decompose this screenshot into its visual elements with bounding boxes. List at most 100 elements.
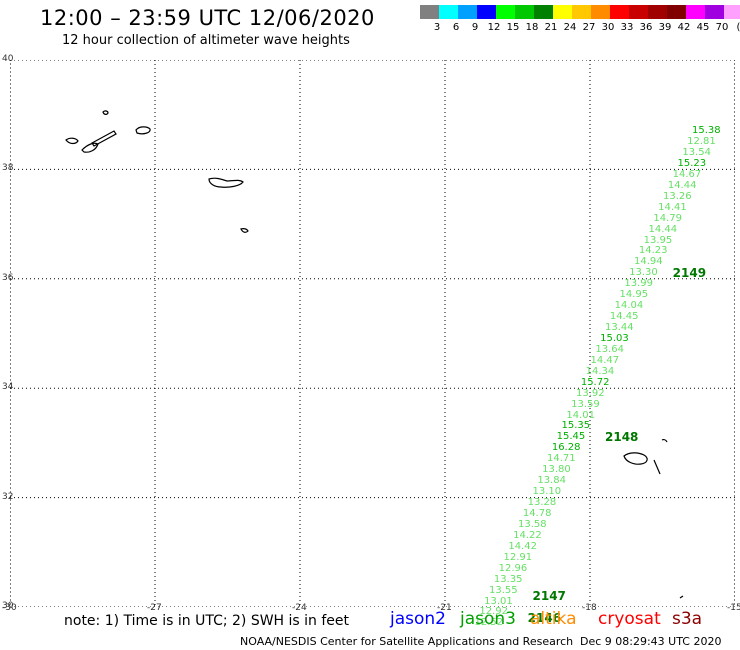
- page-subtitle: 12 hour collection of altimeter wave hei…: [62, 33, 350, 48]
- scale-label: 9: [471, 22, 479, 33]
- island-madeira: [623, 452, 648, 465]
- scale-swatch: [705, 5, 724, 19]
- legend-jason2: jason2: [390, 609, 446, 629]
- footer-credit: NOAA/NESDIS Center for Satellite Applica…: [240, 635, 574, 648]
- island-desertas: [653, 459, 661, 475]
- scale-swatch: [515, 5, 534, 19]
- wave-height-value: 14.95: [619, 289, 649, 301]
- scale-swatch: [439, 5, 458, 19]
- wave-height-value: 12.91: [503, 551, 533, 563]
- wave-height-value: 14.79: [653, 212, 682, 224]
- scale-label: 3: [433, 22, 441, 33]
- page-title: 12:00 – 23:59 UTC 12/06/2020: [40, 6, 375, 30]
- scale-label: 36: [639, 22, 653, 33]
- scale-swatch: [591, 5, 610, 19]
- lat-tick-label: 32: [2, 491, 14, 502]
- wave-height-value: 15.23: [677, 157, 707, 169]
- island-azores-c: [91, 130, 117, 147]
- scale-swatch: [610, 5, 629, 19]
- wave-height-value: 14.34: [585, 365, 615, 377]
- scale-swatch: [667, 5, 686, 19]
- scale-label: 70: [715, 22, 729, 33]
- island-sao-miguel: [208, 177, 244, 188]
- wave-height-value: 13.30: [629, 267, 658, 279]
- wave-height-value: 15.38: [692, 125, 721, 137]
- pass-number: 2147: [532, 589, 566, 604]
- wave-height-value: 14.45: [609, 311, 639, 323]
- scale-label: 12: [487, 22, 501, 33]
- scale-swatch: [724, 5, 740, 19]
- wave-height-value: 14.22: [513, 529, 542, 541]
- island-selvagens: [679, 595, 684, 599]
- wave-height-value: 12.52: [474, 617, 504, 629]
- scale-swatch: [553, 5, 572, 19]
- wave-height-value: 15.03: [600, 332, 629, 344]
- wave-height-value: 15.72: [580, 376, 610, 388]
- scale-label: 42: [677, 22, 691, 33]
- wave-height-value: 14.94: [634, 256, 663, 268]
- wave-height-value: 15.35: [561, 420, 591, 432]
- scale-label: 18: [525, 22, 539, 33]
- scale-swatch: [686, 5, 705, 19]
- footer-note: note: 1) Time is in UTC; 2) SWH is in fe…: [64, 613, 350, 629]
- scale-swatch: [629, 5, 648, 19]
- wave-height-value: 15.45: [556, 431, 586, 443]
- scale-swatch: [648, 5, 667, 19]
- scale-swatch: [420, 5, 439, 19]
- scale-label: 27: [582, 22, 596, 33]
- scale-unit: (ft): [736, 22, 740, 33]
- wave-height-value: 14.23: [638, 245, 668, 257]
- wave-height-value: 14.04: [614, 300, 644, 312]
- scale-swatch: [477, 5, 496, 19]
- wave-height-value: 13.64: [595, 343, 624, 355]
- island-azores-e: [135, 126, 151, 135]
- lon-tick-label: -21: [437, 603, 452, 613]
- lat-tick-label: 30: [2, 601, 14, 611]
- scale-label: 45: [696, 22, 710, 33]
- scale-swatch: [458, 5, 477, 19]
- wave-height-value: 12.96: [498, 562, 528, 574]
- lon-tick-label: -24: [292, 603, 307, 613]
- lat-tick-label: 40: [2, 54, 14, 64]
- wave-height-value: 14.44: [648, 223, 678, 235]
- scale-swatch: [534, 5, 553, 19]
- pass-number: 2146: [527, 610, 562, 625]
- pass-number: 2148: [605, 430, 639, 445]
- pass-number: 2149: [672, 266, 707, 281]
- lat-tick-label: 36: [2, 272, 14, 283]
- lon-tick-label: -18: [582, 603, 597, 613]
- island-porto-santo: [661, 439, 668, 443]
- island-santa-maria: [240, 228, 249, 233]
- wave-height-value: 16.28: [551, 442, 581, 454]
- lon-tick-label: -27: [147, 603, 162, 613]
- scale-label: 30: [601, 22, 615, 33]
- scale-label: 15: [506, 22, 520, 33]
- scale-swatch: [496, 5, 515, 19]
- scale-label: 33: [620, 22, 634, 33]
- scale-label: 6: [452, 22, 460, 33]
- wave-height-value: 14.67: [672, 168, 702, 180]
- wave-height-value: 13.01: [484, 595, 513, 607]
- legend-s3a: s3a: [672, 609, 703, 629]
- wave-height-value: 13.28: [527, 497, 557, 509]
- wave-height-value: 13.99: [624, 278, 653, 290]
- lon-tick-label: -30: [2, 603, 17, 613]
- legend-cryosat: cryosat: [598, 609, 661, 629]
- wave-height-value: 13.80: [542, 464, 571, 476]
- wave-height-value: 13.54: [682, 146, 711, 158]
- wave-height-value: 12.92: [479, 606, 508, 618]
- wave-height-value: 14.01: [566, 409, 595, 421]
- wave-height-value: 13.95: [643, 234, 673, 246]
- wave-height-value: 13.44: [605, 322, 634, 334]
- footer-timestamp: Dec 9 08:29:43 UTC 2020: [580, 635, 722, 648]
- wave-height-value: 13.58: [518, 518, 547, 530]
- island-azores-d: [102, 110, 109, 115]
- wave-height-value: 13.92: [576, 387, 605, 399]
- island-outlines: [65, 110, 684, 599]
- wave-height-value: 13.84: [537, 475, 566, 487]
- legend-jason3: jason3: [460, 609, 516, 629]
- scale-swatch: [572, 5, 591, 19]
- wave-height-value: 14.41: [658, 201, 687, 213]
- wave-height-value: 13.59: [571, 398, 600, 410]
- scale-label: 39: [658, 22, 672, 33]
